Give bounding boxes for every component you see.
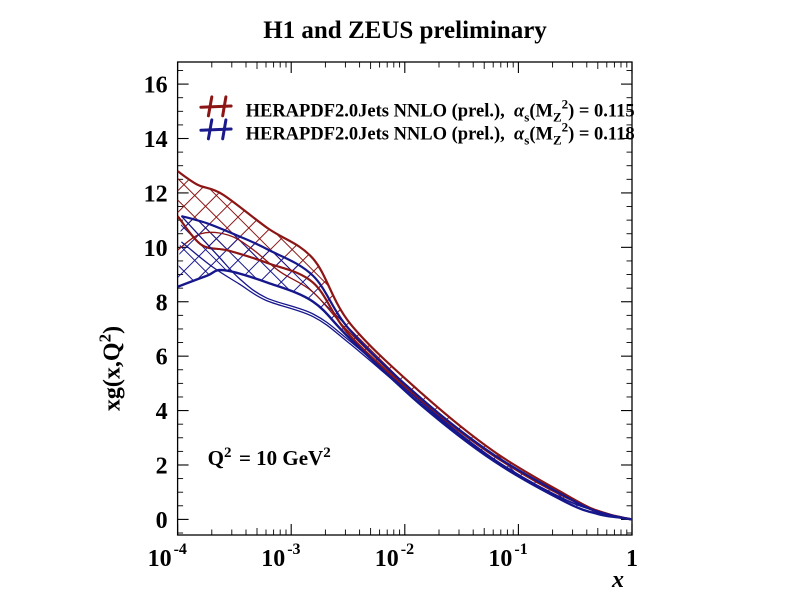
svg-text:2: 2 <box>323 445 331 461</box>
svg-text:(M: (M <box>529 102 553 122</box>
svg-text:1: 1 <box>626 546 638 572</box>
svg-text:xg(x,Q: xg(x,Q <box>100 342 126 411</box>
svg-text:(M: (M <box>529 125 553 145</box>
svg-text:-2: -2 <box>401 541 414 558</box>
svg-text:HERAPDF2.0Jets NNLO (prel.),: HERAPDF2.0Jets NNLO (prel.), <box>246 125 514 145</box>
svg-text:10: 10 <box>488 546 512 572</box>
svg-text:0: 0 <box>156 508 168 534</box>
svg-text:2: 2 <box>224 445 239 461</box>
svg-text:H1 and ZEUS preliminary: H1 and ZEUS preliminary <box>263 17 547 44</box>
svg-text:2: 2 <box>96 334 115 343</box>
svg-text:Z: Z <box>553 110 562 125</box>
svg-text:2: 2 <box>156 453 168 479</box>
svg-text:Q: Q <box>208 446 224 470</box>
svg-text:10: 10 <box>148 546 172 572</box>
svg-text:-3: -3 <box>287 541 300 558</box>
svg-text:10: 10 <box>261 546 285 572</box>
svg-text:x: x <box>611 567 624 593</box>
svg-text:10: 10 <box>375 546 399 572</box>
svg-text:): ) <box>100 326 126 334</box>
svg-text:8: 8 <box>156 290 168 316</box>
svg-text:4: 4 <box>156 399 168 425</box>
svg-text:-1: -1 <box>514 541 527 558</box>
svg-text:6: 6 <box>156 345 168 371</box>
svg-text:HERAPDF2.0Jets NNLO (prel.),: HERAPDF2.0Jets NNLO (prel.), <box>246 102 514 122</box>
svg-text:14: 14 <box>144 127 168 153</box>
svg-text:10: 10 <box>144 236 168 262</box>
svg-text:-4: -4 <box>174 541 187 558</box>
svg-text:= 10 GeV: = 10 GeV <box>239 446 323 470</box>
svg-text:Z: Z <box>553 133 562 148</box>
svg-text:12: 12 <box>144 181 168 207</box>
svg-text:16: 16 <box>144 73 168 99</box>
svg-text:) = 0.118: ) = 0.118 <box>568 125 635 145</box>
svg-text:) = 0.115: ) = 0.115 <box>568 102 635 122</box>
